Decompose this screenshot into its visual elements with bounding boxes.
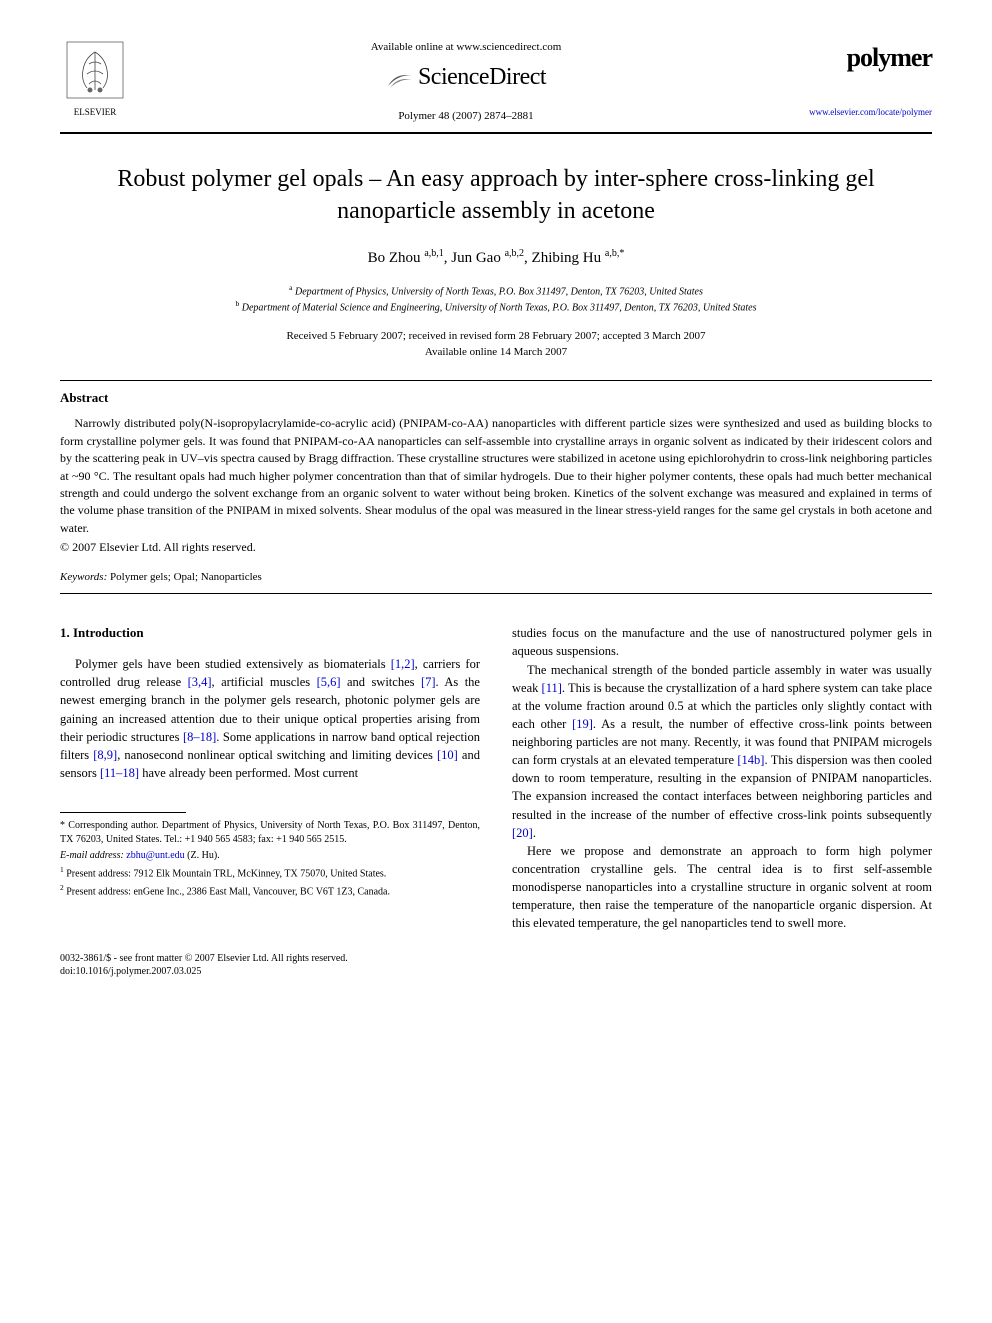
ref-link[interactable]: [3,4]	[188, 675, 212, 689]
online-date: Available online 14 March 2007	[60, 345, 932, 360]
journal-url[interactable]: www.elsevier.com/locate/polymer	[802, 106, 932, 119]
abstract-heading: Abstract	[60, 389, 932, 407]
author-1-aff: a,b,1	[424, 248, 443, 259]
ref-link[interactable]: [11–18]	[100, 766, 139, 780]
author-1: Bo Zhou	[368, 250, 421, 266]
abstract-bottom-rule	[60, 593, 932, 594]
t: .	[533, 826, 536, 840]
keywords-label: Keywords:	[60, 571, 107, 583]
available-online: Available online at www.sciencedirect.co…	[130, 40, 802, 55]
footnote-1: 1 Present address: 7912 Elk Mountain TRL…	[60, 865, 480, 881]
ref-link[interactable]: [20]	[512, 826, 533, 840]
intro-p2: The mechanical strength of the bonded pa…	[512, 661, 932, 842]
abstract-body: Narrowly distributed poly(N-isopropylacr…	[60, 415, 932, 537]
email-line: E-mail address: zbhu@unt.edu (Z. Hu).	[60, 849, 480, 863]
intro-p3: Here we propose and demonstrate an appro…	[512, 842, 932, 933]
footnotes: * Corresponding author. Department of Ph…	[60, 819, 480, 900]
ref-link[interactable]: [14b]	[737, 753, 764, 767]
author-3: Zhibing Hu	[532, 250, 602, 266]
footnote-2-text: Present address: enGene Inc., 2386 East …	[66, 887, 390, 898]
center-header: Available online at www.sciencedirect.co…	[130, 40, 802, 124]
page-footer: 0032-3861/$ - see front matter © 2007 El…	[60, 952, 932, 978]
header-row: ELSEVIER Available online at www.science…	[60, 40, 932, 124]
article-title: Robust polymer gel opals – An easy appro…	[100, 164, 892, 226]
email-suffix: (Z. Hu).	[187, 850, 220, 861]
intro-heading: 1. Introduction	[60, 624, 480, 643]
intro-p1-right: studies focus on the manufacture and the…	[512, 624, 932, 660]
footnote-rule	[60, 812, 186, 813]
article-dates: Received 5 February 2007; received in re…	[60, 329, 932, 360]
right-column: studies focus on the manufacture and the…	[512, 624, 932, 932]
t: , nanosecond nonlinear optical switching…	[117, 748, 437, 762]
journal-reference: Polymer 48 (2007) 2874–2881	[130, 109, 802, 124]
doi-line: doi:10.1016/j.polymer.2007.03.025	[60, 965, 932, 978]
t: have already been performed. Most curren…	[139, 766, 358, 780]
ref-link[interactable]: [10]	[437, 748, 458, 762]
journal-name: polymer	[802, 40, 932, 76]
ref-link[interactable]: [11]	[542, 681, 562, 695]
journal-logo-block: polymer www.elsevier.com/locate/polymer	[802, 40, 932, 119]
email-address[interactable]: zbhu@unt.edu	[126, 850, 184, 861]
sciencedirect-text: ScienceDirect	[418, 64, 546, 90]
ref-link[interactable]: [1,2]	[391, 657, 415, 671]
footnote-1-text: Present address: 7912 Elk Mountain TRL, …	[66, 868, 386, 879]
abstract-copyright: © 2007 Elsevier Ltd. All rights reserved…	[60, 539, 932, 556]
affiliations: a Department of Physics, University of N…	[60, 283, 932, 316]
sciencedirect-swoosh-icon	[386, 68, 414, 90]
email-label: E-mail address:	[60, 850, 124, 861]
intro-p1-left: Polymer gels have been studied extensive…	[60, 655, 480, 782]
publisher-name: ELSEVIER	[60, 106, 130, 119]
t: , artificial muscles	[212, 675, 317, 689]
t: Polymer gels have been studied extensive…	[75, 657, 391, 671]
author-2-aff: a,b,2	[505, 248, 524, 259]
ref-link[interactable]: [7]	[421, 675, 436, 689]
keywords-line: Keywords: Polymer gels; Opal; Nanopartic…	[60, 570, 932, 585]
abstract-top-rule	[60, 380, 932, 381]
ref-link[interactable]: [8–18]	[183, 730, 216, 744]
t: and switches	[341, 675, 421, 689]
received-date: Received 5 February 2007; received in re…	[60, 329, 932, 344]
affiliation-b: Department of Material Science and Engin…	[242, 302, 757, 313]
publisher-logo: ELSEVIER	[60, 40, 130, 118]
left-column: 1. Introduction Polymer gels have been s…	[60, 624, 480, 932]
ref-link[interactable]: [8,9]	[93, 748, 117, 762]
corresponding-author: * Corresponding author. Department of Ph…	[60, 819, 480, 847]
authors-line: Bo Zhou a,b,1, Jun Gao a,b,2, Zhibing Hu…	[60, 247, 932, 269]
issn-line: 0032-3861/$ - see front matter © 2007 El…	[60, 952, 932, 965]
affiliation-a: Department of Physics, University of Nor…	[295, 286, 703, 297]
ref-link[interactable]: [5,6]	[317, 675, 341, 689]
elsevier-tree-icon	[65, 40, 125, 100]
ref-link[interactable]: [19]	[572, 717, 593, 731]
body-columns: 1. Introduction Polymer gels have been s…	[60, 624, 932, 932]
author-3-aff: a,b,*	[605, 248, 624, 259]
header-rule	[60, 132, 932, 134]
author-2: Jun Gao	[451, 250, 501, 266]
keywords-text: Polymer gels; Opal; Nanoparticles	[110, 571, 262, 583]
sciencedirect-logo: ScienceDirect	[130, 61, 802, 95]
footnote-2: 2 Present address: enGene Inc., 2386 Eas…	[60, 883, 480, 899]
